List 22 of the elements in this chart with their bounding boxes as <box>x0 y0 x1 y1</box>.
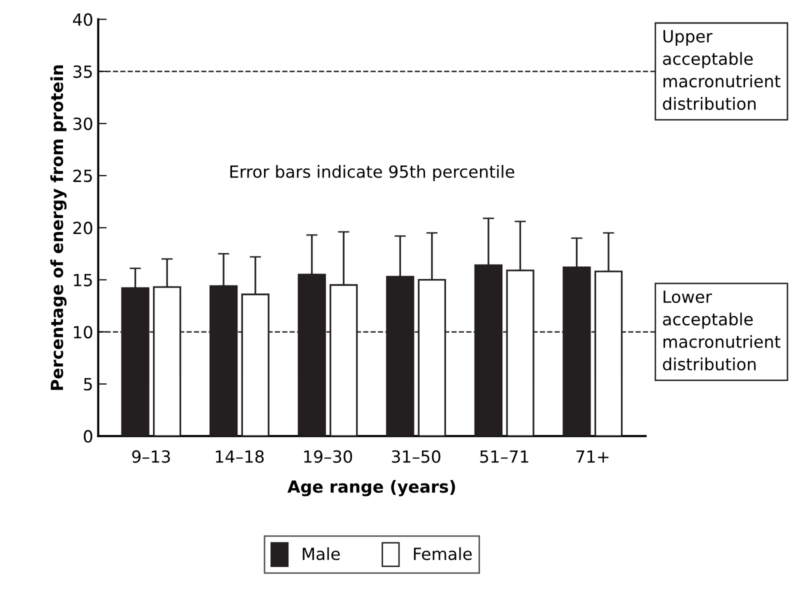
x-tick-label: 71+ <box>576 450 608 463</box>
legend-label: Female <box>414 547 472 560</box>
ref-line-label: Upper acceptable macronutrient distribution <box>662 30 780 110</box>
x-axis-title: Age range (years) <box>287 480 456 496</box>
x-tick-label: 31–50 <box>392 450 440 463</box>
ref-line-label: Lower acceptable macronutrient distribution <box>662 290 780 370</box>
x-tick-label: 19–30 <box>304 450 352 463</box>
y-axis-title: Percentage of energy from protein <box>50 65 67 390</box>
x-tick-label: 14–18 <box>216 450 264 463</box>
annotation: Error bars indicate 95th percentile <box>230 165 514 182</box>
y-tick-label: 15 <box>74 274 92 286</box>
y-tick-label: 35 <box>73 65 92 78</box>
legend-label: Male <box>302 547 340 560</box>
y-tick-label: 30 <box>73 117 92 130</box>
y-tick-label: 5 <box>84 378 92 391</box>
y-tick-label: 0 <box>84 430 92 443</box>
y-tick-label: 25 <box>73 170 92 182</box>
y-tick-label: 20 <box>73 222 92 234</box>
x-tick-label: 51–71 <box>480 450 528 463</box>
y-tick-label: 10 <box>74 326 92 338</box>
y-tick-label: 40 <box>72 13 92 26</box>
x-tick-label: 9–13 <box>132 450 170 463</box>
